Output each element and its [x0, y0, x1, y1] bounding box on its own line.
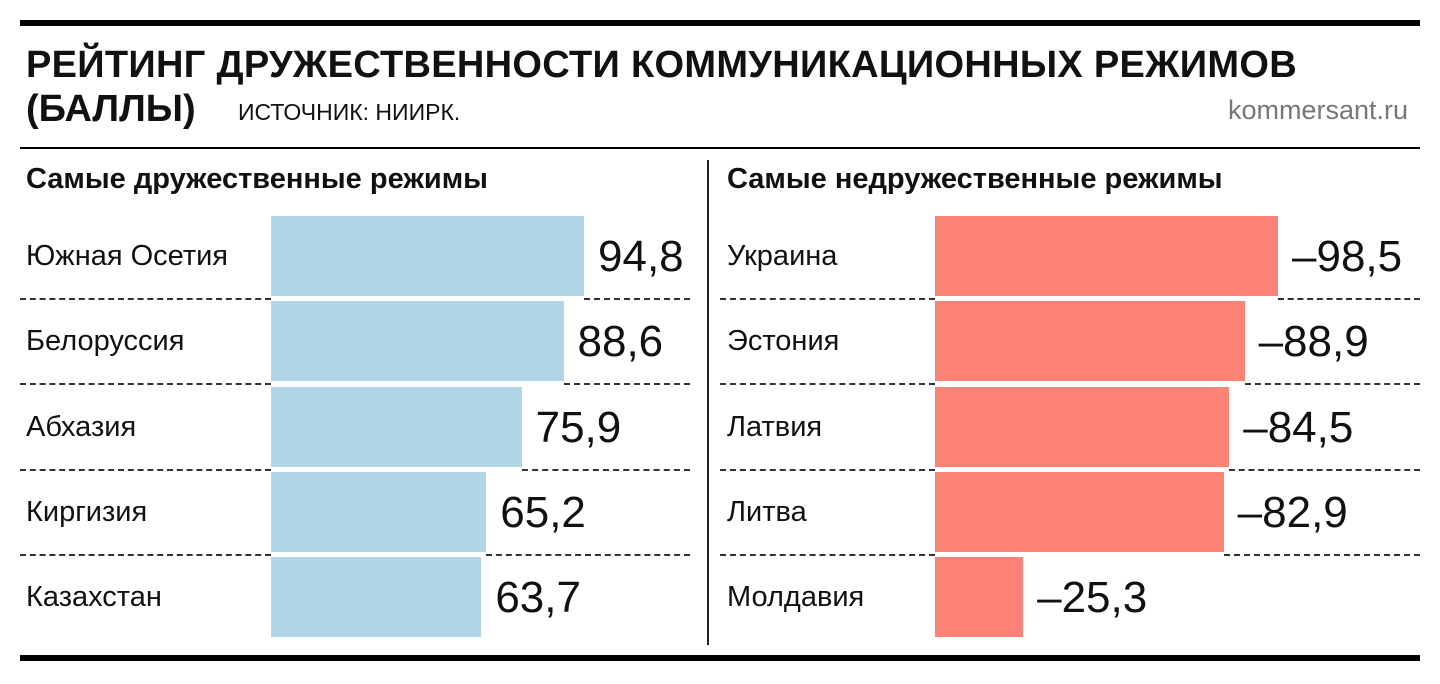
site-credit: kommersant.ru	[1227, 95, 1408, 125]
chart-title-units: (БАЛЛЫ)	[26, 88, 196, 130]
friendly-row-separator	[20, 468, 271, 471]
bottom-rule	[20, 655, 1420, 661]
top-rule	[20, 20, 1420, 26]
friendly-panel-title: Самые дружественные режимы	[26, 163, 488, 195]
unfriendly-row-separator	[1244, 383, 1420, 386]
friendly-row-separator	[20, 553, 271, 556]
unfriendly-row-separator	[720, 468, 935, 471]
unfriendly-bar	[935, 471, 1224, 552]
friendly-bar	[271, 557, 482, 638]
friendly-category-label: Южная Осетия	[26, 240, 229, 272]
unfriendly-value-label: –88,9	[1258, 317, 1369, 367]
unfriendly-value-label: –82,9	[1237, 487, 1348, 537]
unfriendly-row-separator	[720, 553, 935, 556]
unfriendly-bar	[935, 386, 1230, 467]
unfriendly-value-label: –84,5	[1243, 402, 1354, 452]
friendly-category-label: Киргизия	[26, 495, 148, 528]
friendly-bar	[271, 386, 522, 467]
friendly-value-label: 94,8	[598, 232, 684, 281]
source-note: ИСТОЧНИК: НИИРК.	[238, 99, 461, 125]
unfriendly-row-separator	[1223, 553, 1420, 556]
friendly-row-separator	[20, 383, 271, 386]
unfriendly-row-separator	[720, 298, 935, 300]
friendly-category-label: Белоруссия	[26, 325, 185, 358]
friendly-bar	[271, 471, 487, 552]
unfriendly-value-label: –25,3	[1037, 573, 1148, 623]
friendly-row-separator	[563, 383, 690, 386]
friendly-bar	[271, 301, 564, 382]
unfriendly-bar	[935, 301, 1245, 382]
unfriendly-bar	[935, 216, 1278, 296]
unfriendly-row-separator	[1229, 468, 1420, 471]
friendly-bar	[271, 216, 584, 296]
unfriendly-category-label: Латвия	[727, 410, 823, 443]
friendly-row-separator	[486, 553, 690, 556]
friendly-value-label: 65,2	[500, 487, 586, 537]
unfriendly-bar	[935, 557, 1024, 638]
header-divider	[20, 147, 1420, 149]
friendly-category-label: Казахстан	[26, 581, 162, 614]
unfriendly-category-label: Украина	[727, 240, 838, 272]
unfriendly-row-separator	[720, 383, 935, 386]
friendly-row-separator	[584, 298, 690, 300]
chart-title: РЕЙТИНГ ДРУЖЕСТВЕННОСТИ КОММУНИКАЦИОННЫХ…	[26, 44, 1297, 86]
friendly-value-label: 63,7	[495, 573, 581, 623]
unfriendly-category-label: Молдавия	[727, 581, 865, 614]
friendly-value-label: 75,9	[535, 402, 622, 452]
friendly-category-label: Абхазия	[26, 410, 137, 443]
friendly-row-separator	[20, 298, 271, 300]
friendly-value-label: 88,6	[577, 317, 664, 367]
unfriendly-category-label: Эстония	[727, 325, 840, 358]
unfriendly-panel-title: Самые недружественные режимы	[727, 163, 1223, 195]
friendly-row-separator	[521, 468, 690, 471]
unfriendly-category-label: Литва	[727, 495, 807, 528]
unfriendly-value-label: –98,5	[1292, 232, 1403, 281]
unfriendly-row-separator	[1278, 298, 1420, 300]
panel-divider	[707, 160, 709, 645]
